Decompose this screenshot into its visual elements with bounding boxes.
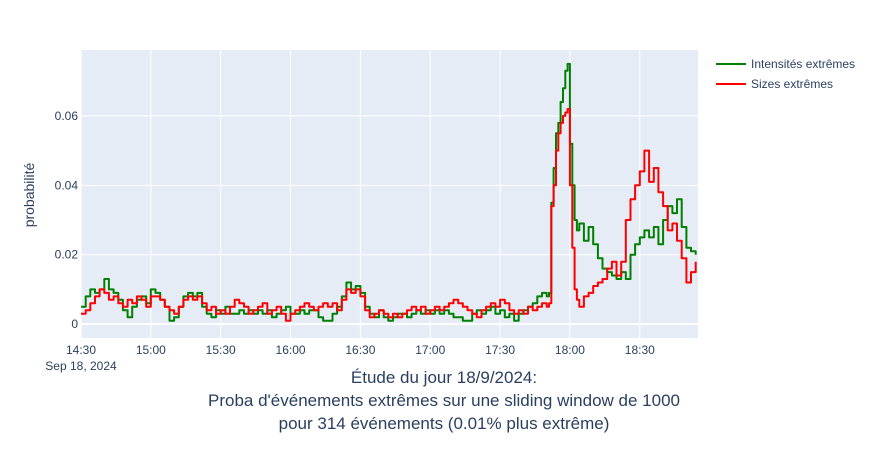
x-tick-label: 17:30 xyxy=(485,343,515,357)
x-tick-label: 15:30 xyxy=(206,343,236,357)
x-tick-label: 16:00 xyxy=(276,343,306,357)
chart-title-line-1: Étude du jour 18/9/2024: xyxy=(351,368,537,387)
legend-label: Sizes extrêmes xyxy=(751,77,833,91)
chart-title-line-2: Proba d'événements extrêmes sur une slid… xyxy=(208,391,680,410)
chart-title-line-3: pour 314 événements (0.01% plus extrême) xyxy=(279,414,610,433)
x-tick-label: 16:30 xyxy=(345,343,375,357)
grid-lines xyxy=(80,50,698,338)
y-tick-label: 0.04 xyxy=(55,178,79,192)
x-tick-label: 14:30 xyxy=(66,343,96,357)
legend-item-1[interactable]: Intensités extrêmes xyxy=(716,57,855,71)
legend-label: Intensités extrêmes xyxy=(751,57,855,71)
x-tick-label: 15:00 xyxy=(136,343,166,357)
chart-title: Étude du jour 18/9/2024: Proba d'événemen… xyxy=(208,368,680,433)
plot-background xyxy=(81,50,698,338)
legend[interactable]: Intensités extrêmes Sizes extrêmes xyxy=(716,57,855,91)
legend-item-2[interactable]: Sizes extrêmes xyxy=(716,77,833,91)
y-tick-label: 0.02 xyxy=(55,248,79,262)
y-axis-ticks: 0 0.02 0.04 0.06 xyxy=(55,109,79,331)
x-axis-date-label: Sep 18, 2024 xyxy=(45,359,117,373)
y-tick-label: 0.06 xyxy=(55,109,79,123)
y-axis-title: probabilité xyxy=(21,162,37,227)
series-line-2 xyxy=(81,108,697,322)
x-axis-ticks: 14:30 15:00 15:30 16:00 16:30 17:00 17:30 18:00… xyxy=(66,343,655,357)
y-tick-label: 0 xyxy=(71,317,78,331)
x-tick-label: 17:00 xyxy=(415,343,445,357)
x-tick-label: 18:00 xyxy=(555,343,585,357)
x-tick-label: 18:30 xyxy=(625,343,655,357)
series-layer xyxy=(81,62,697,322)
